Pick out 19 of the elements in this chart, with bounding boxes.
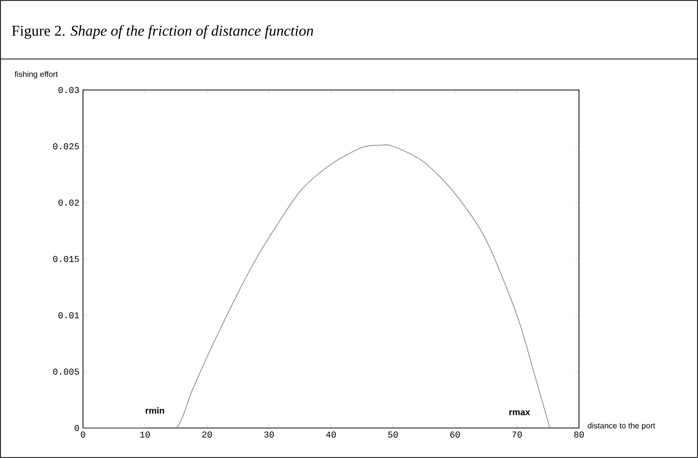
y-tick-label: 0.01: [58, 312, 80, 318]
x-tick-label: 10: [140, 432, 150, 438]
x-tick-label: 50: [388, 432, 398, 438]
x-tick-label: 80: [574, 432, 584, 438]
x-tick-label: 20: [202, 432, 212, 438]
x-tick-label: 60: [450, 432, 460, 438]
x-tick-label: 0: [80, 432, 86, 438]
x-tick-label: 40: [326, 432, 336, 438]
x-tick-label: 30: [264, 432, 274, 438]
y-tick-label: 0.025: [53, 143, 79, 150]
y-tick-label: 0.03: [58, 86, 79, 94]
x-tick-label: 70: [512, 432, 522, 438]
annotation: rmin: [146, 407, 164, 414]
y-tick-label: 0.005: [53, 368, 79, 375]
annotation: rmax: [509, 410, 530, 416]
y-tick-label: 0.015: [53, 256, 79, 262]
y-tick-label: 0: [74, 424, 79, 432]
y-tick-label: 0.02: [58, 200, 79, 206]
chart-title: Figure 2. Shape of the friction of distance function: [12, 25, 314, 39]
